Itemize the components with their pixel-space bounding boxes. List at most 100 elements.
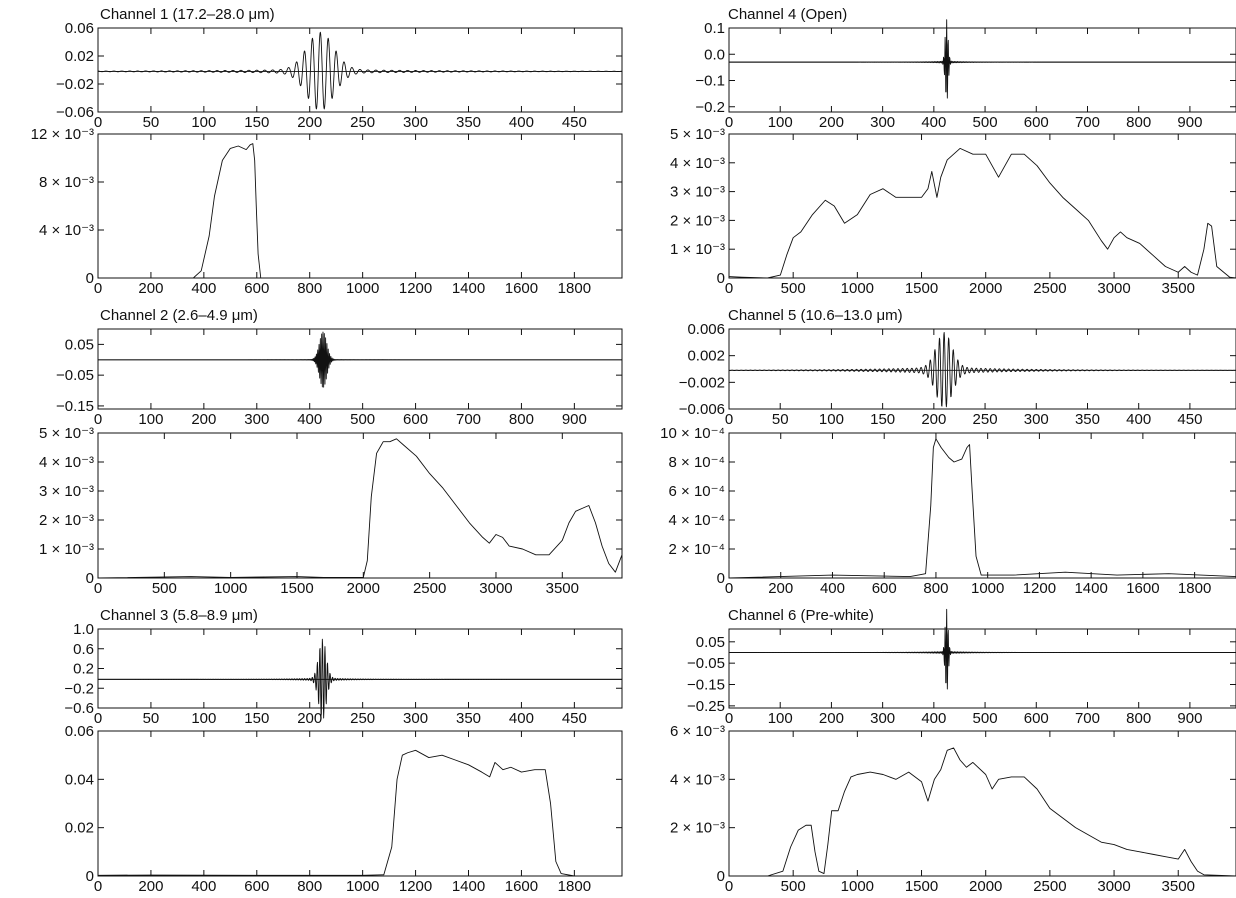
x-tick-label: 500 [973, 710, 998, 727]
x-tick-label: 800 [297, 878, 322, 895]
x-tick-label: 250 [350, 710, 375, 727]
x-tick-label: 150 [870, 411, 895, 428]
x-tick-label: 400 [820, 580, 845, 597]
y-tick-label: 0.002 [687, 348, 725, 365]
x-tick-label: 450 [562, 114, 587, 131]
x-tick-label: 200 [138, 878, 163, 895]
x-tick-label: 0 [94, 280, 102, 297]
spectrum-plot: 0 200 400 600 800 1000 1200 1400 1600 1800 0 0.02 0.… [65, 723, 623, 895]
x-tick-label: 400 [297, 411, 322, 428]
y-tick-label: 0.006 [687, 321, 725, 338]
x-tick-label: 1000 [346, 878, 379, 895]
x-tick-label: 300 [870, 114, 895, 131]
y-tick-label: 2 × 10⁻⁴ [669, 541, 725, 558]
x-tick-label: 200 [921, 411, 946, 428]
x-tick-label: 1600 [1126, 580, 1159, 597]
interferogram-plot: 0 100 200 300 400 500 600 700 800 900 0.05 −0.05 −0.… [56, 328, 623, 428]
interferogram-trace [728, 19, 1236, 99]
x-tick-label: 2500 [1033, 280, 1066, 297]
x-tick-label: 200 [819, 710, 844, 727]
x-tick-label: 900 [1177, 114, 1202, 131]
x-tick-label: 1000 [841, 878, 874, 895]
panel-title: Channel 1 (17.2–28.0 μm) [100, 6, 275, 23]
y-tick-label: −0.2 [64, 680, 94, 697]
x-tick-label: 400 [921, 114, 946, 131]
y-tick-label: −0.06 [56, 104, 94, 121]
x-tick-label: 300 [1024, 411, 1049, 428]
interferogram-trace [728, 332, 1236, 408]
spectrum-plot: 0 200 400 600 800 1000 1200 1400 1600 1800 0 4 × 10… [31, 126, 623, 297]
x-tick-label: 0 [725, 710, 733, 727]
interferogram-trace [97, 638, 623, 719]
x-tick-label: 3000 [479, 580, 512, 597]
x-tick-label: 100 [768, 114, 793, 131]
y-tick-label: 2 × 10⁻³ [39, 512, 94, 529]
x-tick-label: 350 [456, 710, 481, 727]
y-tick-label: 0.06 [65, 20, 94, 37]
x-tick-label: 0 [94, 114, 102, 131]
x-tick-label: 0 [725, 580, 733, 597]
x-tick-label: 200 [297, 710, 322, 727]
y-tick-label: 2 × 10⁻³ [670, 212, 725, 229]
y-tick-label: −0.6 [64, 700, 94, 717]
x-tick-label: 700 [1075, 114, 1100, 131]
x-tick-label: 1600 [505, 280, 538, 297]
channel-panel: Channel 1 (17.2–28.0 μm) 0 50 100 150 200 250 3… [31, 6, 623, 297]
spectrum-plot: 0 500 1000 1500 2000 2500 3000 3500 0 2 × 10⁻³ 4 ×… [670, 723, 1236, 895]
x-tick-label: 800 [1126, 114, 1151, 131]
y-tick-label: 1 × 10⁻³ [39, 541, 94, 558]
channel-panel: Channel 6 (Pre-white) 0 100 200 300 400 500 600… [670, 607, 1236, 895]
y-tick-label: 1 × 10⁻³ [670, 241, 725, 258]
x-tick-label: 250 [973, 411, 998, 428]
y-tick-label: 4 × 10⁻⁴ [669, 512, 725, 529]
x-tick-label: 500 [781, 280, 806, 297]
y-tick-label: 0 [86, 570, 94, 587]
y-tick-label: −0.006 [679, 401, 725, 418]
x-tick-label: 600 [1024, 710, 1049, 727]
x-tick-label: 400 [1126, 411, 1151, 428]
x-tick-label: 1400 [1074, 580, 1107, 597]
x-tick-label: 350 [456, 114, 481, 131]
y-tick-label: 8 × 10⁻⁴ [669, 454, 725, 471]
y-tick-label: 4 × 10⁻³ [670, 771, 725, 788]
spectrum-line [97, 749, 622, 877]
x-tick-label: 100 [768, 710, 793, 727]
interferogram-plot: 0 50 100 150 200 250 300 350 400 450 0.06 0.02 −0.02… [56, 20, 623, 131]
x-tick-label: 1000 [841, 280, 874, 297]
spectrum-plot-frame [97, 133, 623, 279]
x-tick-label: 400 [509, 710, 534, 727]
y-tick-label: 0 [717, 570, 725, 587]
panel-title: Channel 5 (10.6–13.0 μm) [728, 307, 903, 324]
x-tick-label: 600 [872, 580, 897, 597]
x-tick-label: 0 [725, 280, 733, 297]
x-tick-label: 450 [562, 710, 587, 727]
y-tick-label: 0.02 [65, 48, 94, 65]
x-tick-label: 700 [1075, 710, 1100, 727]
x-tick-label: 450 [1177, 411, 1202, 428]
y-tick-label: 0 [717, 868, 725, 885]
x-tick-label: 200 [819, 114, 844, 131]
interferogram-plot: 0 100 200 300 400 500 600 700 800 900 0.1 0.0 −0.1 −0… [695, 19, 1236, 131]
x-tick-label: 400 [509, 114, 534, 131]
x-tick-label: 100 [191, 710, 216, 727]
spectrum-plot: 0 200 400 600 800 1000 1200 1400 1600 1800 0 2 × 10… [660, 425, 1236, 597]
x-tick-label: 2000 [969, 878, 1002, 895]
x-tick-label: 200 [768, 580, 793, 597]
y-tick-label: 2 × 10⁻³ [670, 820, 725, 837]
x-tick-label: 3500 [1162, 878, 1195, 895]
interferogram-plot-frame [728, 27, 1236, 113]
x-tick-label: 1400 [452, 878, 485, 895]
spectrum-line [729, 747, 1236, 877]
x-tick-label: 1000 [346, 280, 379, 297]
y-tick-label: 0.05 [696, 634, 725, 651]
y-tick-label: 0.05 [65, 336, 94, 353]
channel-panel: Channel 4 (Open) 0 100 200 300 400 500 600 700 80… [670, 6, 1236, 297]
interferogram-plot-frame [728, 328, 1236, 410]
x-tick-label: 1500 [905, 280, 938, 297]
y-tick-label: 0.04 [65, 771, 94, 788]
y-tick-label: 6 × 10⁻³ [670, 723, 725, 740]
spectrum-plot: 0 500 1000 1500 2000 2500 3000 3500 0 1 × 10⁻³ 2 ×… [670, 126, 1236, 297]
y-tick-label: 12 × 10⁻³ [31, 126, 94, 143]
x-tick-label: 1200 [399, 280, 432, 297]
